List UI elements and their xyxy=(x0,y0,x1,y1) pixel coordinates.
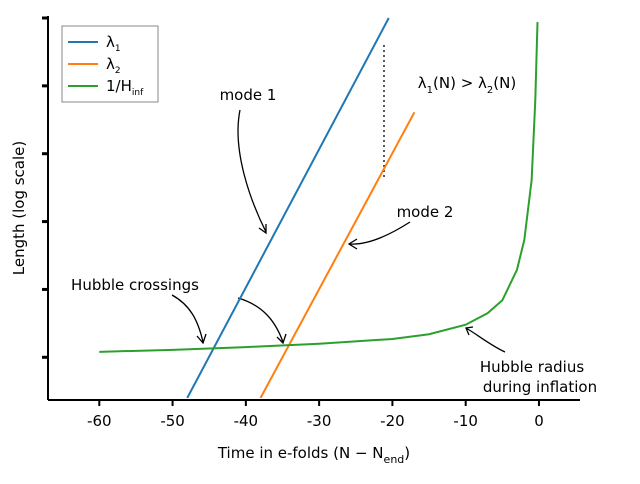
x-axis-label: Time in e-folds (N − Nend) xyxy=(217,444,410,466)
x-tick-label: -10 xyxy=(453,412,478,430)
x-tick-label: -30 xyxy=(307,412,332,430)
legend-label: λ1 xyxy=(106,33,121,54)
annotation-arrows xyxy=(171,45,506,353)
series-line xyxy=(259,111,416,398)
legend-name: 1/H xyxy=(106,77,132,95)
legend-subscript: 2 xyxy=(115,66,121,76)
legend-subscript: inf xyxy=(132,88,144,98)
annotation: mode 1 xyxy=(220,86,277,104)
x-tick-label: -40 xyxy=(234,412,259,430)
legend-label: λ2 xyxy=(106,55,121,76)
annotation: Hubble crossings xyxy=(71,276,199,294)
legend-label: 1/Hinf xyxy=(106,77,144,98)
x-tick-label: -50 xyxy=(160,412,185,430)
annotation: mode 2 xyxy=(397,203,454,221)
legend-name: λ xyxy=(106,55,115,73)
annotation: during inflation xyxy=(483,378,597,396)
y-axis-label: Length (log scale) xyxy=(10,141,28,276)
legend-subscript: 1 xyxy=(115,44,121,54)
series-line xyxy=(99,22,539,353)
annotation: λ1(N) > λ2(N) xyxy=(418,74,516,96)
x-tick-label: -60 xyxy=(87,412,112,430)
x-tick-label: -20 xyxy=(380,412,405,430)
legend-name: λ xyxy=(106,33,115,51)
x-tick-label: 0 xyxy=(534,412,544,430)
series-line xyxy=(186,17,390,398)
annotation: Hubble radius xyxy=(480,358,585,376)
